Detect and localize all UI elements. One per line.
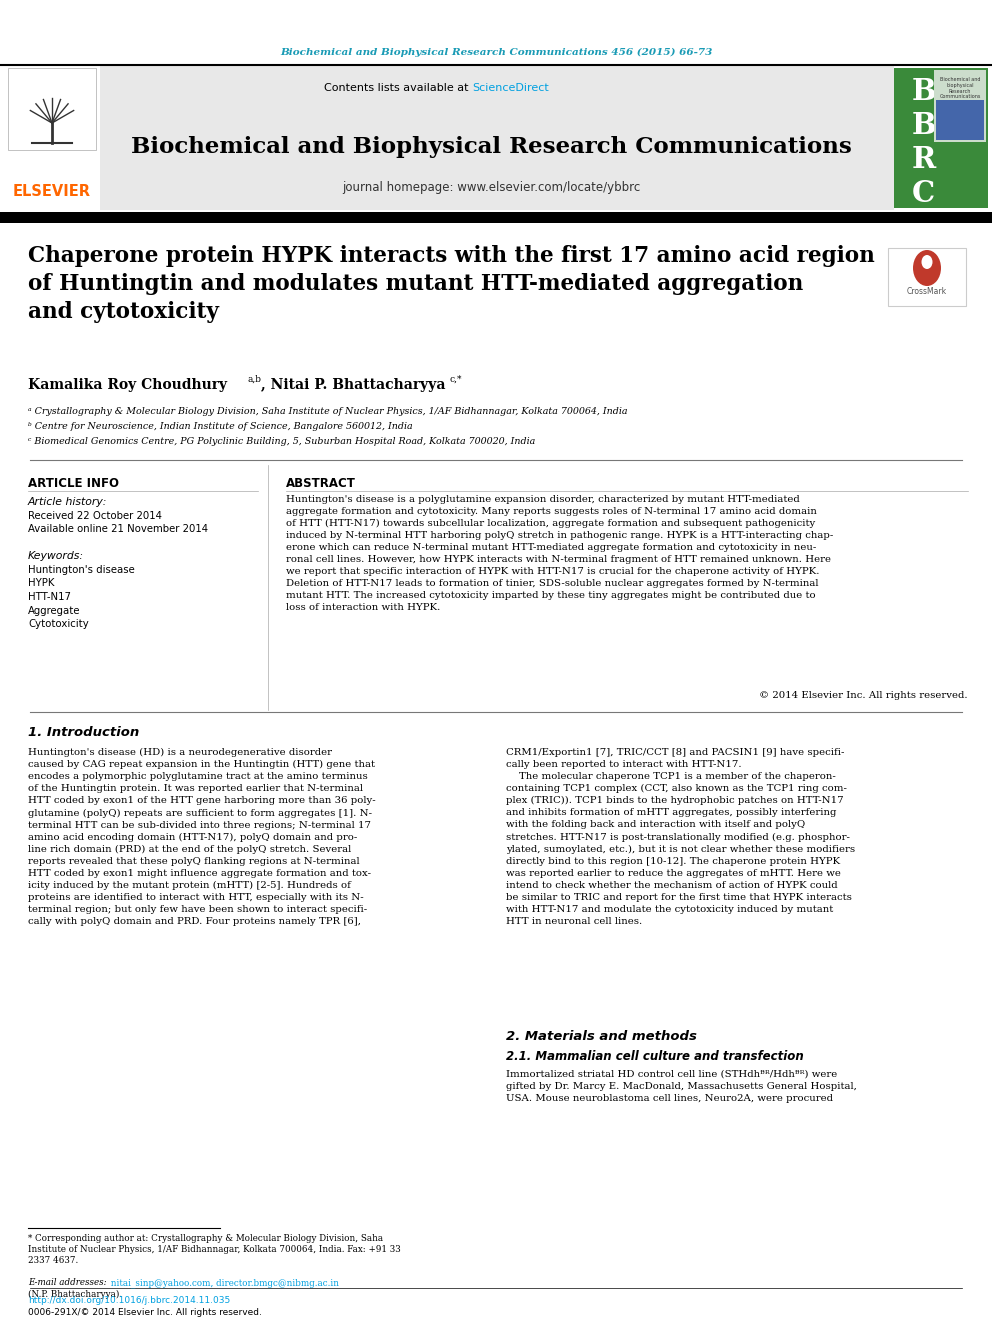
Bar xyxy=(894,67,988,208)
Text: c,*: c,* xyxy=(450,374,462,384)
Bar xyxy=(888,247,966,306)
Bar xyxy=(0,212,992,224)
Text: HTT-N17: HTT-N17 xyxy=(28,591,71,602)
Text: Article history:: Article history: xyxy=(28,497,107,507)
Text: CrossMark: CrossMark xyxy=(907,287,947,296)
Text: Available online 21 November 2014: Available online 21 November 2014 xyxy=(28,524,208,534)
Text: ARTICLE INFO: ARTICLE INFO xyxy=(28,478,119,490)
Bar xyxy=(936,101,984,140)
Text: © 2014 Elsevier Inc. All rights reserved.: © 2014 Elsevier Inc. All rights reserved… xyxy=(759,691,968,700)
Text: , Nitai P. Bhattacharyya: , Nitai P. Bhattacharyya xyxy=(261,378,445,392)
Text: ᵃ Crystallography & Molecular Biology Division, Saha Institute of Nuclear Physic: ᵃ Crystallography & Molecular Biology Di… xyxy=(28,407,628,415)
Bar xyxy=(934,70,986,142)
Text: Aggregate: Aggregate xyxy=(28,606,80,615)
Text: nitai_sinp@yahoo.com, director.bmgc@nibmg.ac.in: nitai_sinp@yahoo.com, director.bmgc@nibm… xyxy=(108,1278,339,1287)
Text: http://dx.doi.org/10.1016/j.bbrc.2014.11.035: http://dx.doi.org/10.1016/j.bbrc.2014.11… xyxy=(28,1297,230,1304)
Text: Huntington's disease is a polyglutamine expansion disorder, characterized by mut: Huntington's disease is a polyglutamine … xyxy=(286,495,833,613)
Text: Biochemical and Biophysical Research Communications 456 (2015) 66-73: Biochemical and Biophysical Research Com… xyxy=(280,48,712,57)
Ellipse shape xyxy=(922,255,932,269)
Text: a,b: a,b xyxy=(248,374,262,384)
Ellipse shape xyxy=(913,250,941,286)
Text: Received 22 October 2014: Received 22 October 2014 xyxy=(28,511,162,521)
Text: 1. Introduction: 1. Introduction xyxy=(28,726,139,740)
Text: ABSTRACT: ABSTRACT xyxy=(286,478,356,490)
Text: Chaperone protein HYPK interacts with the first 17 amino acid region
of Huntingt: Chaperone protein HYPK interacts with th… xyxy=(28,245,875,323)
Text: 2. Materials and methods: 2. Materials and methods xyxy=(506,1031,696,1043)
Text: Biochemical and
biophysical
Research
Communications: Biochemical and biophysical Research Com… xyxy=(939,77,981,99)
Text: B: B xyxy=(912,111,936,140)
Text: Huntington's disease: Huntington's disease xyxy=(28,565,135,576)
Text: Huntington's disease (HD) is a neurodegenerative disorder
caused by CAG repeat e: Huntington's disease (HD) is a neurodege… xyxy=(28,747,376,926)
Text: E-mail addresses:: E-mail addresses: xyxy=(28,1278,106,1287)
Text: Immortalized striatal HD control cell line (STHdhᴯᴿ/Hdhᴯᴿ) were
gifted by Dr. Ma: Immortalized striatal HD control cell li… xyxy=(506,1070,857,1103)
Text: CRM1/Exportin1 [7], TRIC/CCT [8] and PACSIN1 [9] have specifi-
cally been report: CRM1/Exportin1 [7], TRIC/CCT [8] and PAC… xyxy=(506,747,855,926)
Text: Keywords:: Keywords: xyxy=(28,550,84,561)
Text: (N.P. Bhattacharyya).: (N.P. Bhattacharyya). xyxy=(28,1290,122,1299)
Text: * Corresponding author at: Crystallography & Molecular Biology Division, Saha
In: * Corresponding author at: Crystallograp… xyxy=(28,1234,401,1265)
Text: HYPK: HYPK xyxy=(28,578,55,589)
Text: B: B xyxy=(912,77,936,106)
Text: C: C xyxy=(912,179,935,208)
Text: journal homepage: www.elsevier.com/locate/ybbrc: journal homepage: www.elsevier.com/locat… xyxy=(342,181,640,194)
Bar xyxy=(8,67,96,149)
Text: ᶜ Biomedical Genomics Centre, PG Polyclinic Building, 5, Suburban Hospital Road,: ᶜ Biomedical Genomics Centre, PG Polycli… xyxy=(28,437,536,446)
Text: ScienceDirect: ScienceDirect xyxy=(472,83,549,93)
Text: Kamalika Roy Choudhury: Kamalika Roy Choudhury xyxy=(28,378,227,392)
Text: 2.1. Mammalian cell culture and transfection: 2.1. Mammalian cell culture and transfec… xyxy=(506,1050,804,1062)
Text: 0006-291X/© 2014 Elsevier Inc. All rights reserved.: 0006-291X/© 2014 Elsevier Inc. All right… xyxy=(28,1308,262,1316)
Text: Contents lists available at: Contents lists available at xyxy=(324,83,472,93)
Bar xyxy=(100,65,894,210)
Text: Cytotoxicity: Cytotoxicity xyxy=(28,619,88,628)
Text: R: R xyxy=(912,146,936,175)
Text: Biochemical and Biophysical Research Communications: Biochemical and Biophysical Research Com… xyxy=(131,136,851,157)
Text: ᵇ Centre for Neuroscience, Indian Institute of Science, Bangalore 560012, India: ᵇ Centre for Neuroscience, Indian Instit… xyxy=(28,422,413,431)
Text: ELSEVIER: ELSEVIER xyxy=(13,184,91,200)
